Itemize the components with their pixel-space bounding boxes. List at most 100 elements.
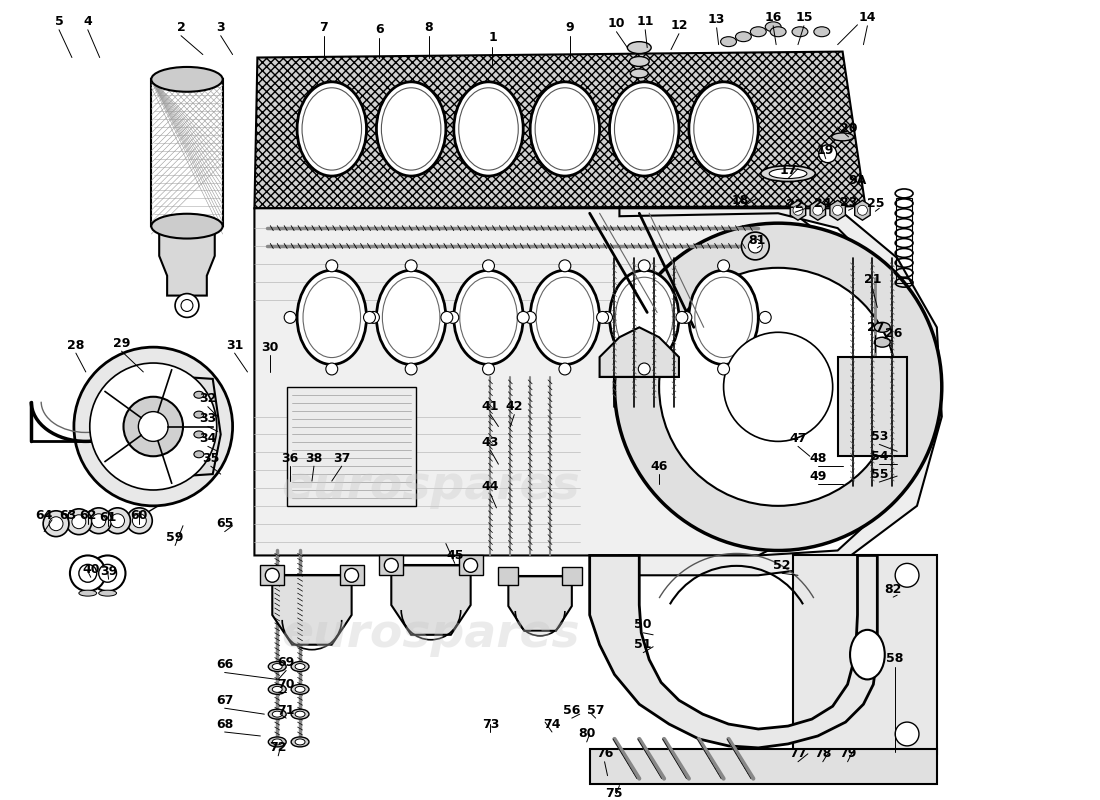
Text: 26: 26 [884,326,902,340]
Text: 25: 25 [867,197,884,210]
Text: 15: 15 [795,11,813,24]
Polygon shape [829,200,846,220]
Circle shape [759,311,771,323]
Text: 77: 77 [789,747,806,760]
Text: 64: 64 [35,510,53,522]
Text: 8: 8 [425,22,433,34]
Ellipse shape [615,88,674,170]
Bar [896,198,912,282]
Text: 9: 9 [565,22,574,34]
Polygon shape [600,327,679,377]
Bar [837,357,908,456]
Circle shape [680,311,692,323]
Text: 30: 30 [262,341,279,354]
Ellipse shape [194,451,204,458]
Text: 42: 42 [506,400,522,413]
Circle shape [447,311,459,323]
Text: 80: 80 [578,727,595,741]
Text: 57: 57 [587,704,604,717]
Circle shape [638,363,650,375]
Ellipse shape [694,88,754,170]
Text: 38: 38 [306,452,322,465]
Ellipse shape [295,739,305,745]
Polygon shape [254,51,866,208]
Polygon shape [590,555,878,748]
Circle shape [344,568,359,582]
Text: 47: 47 [789,432,806,445]
Circle shape [363,311,375,323]
Text: 55: 55 [870,468,888,481]
Ellipse shape [459,88,518,170]
Text: 17: 17 [779,164,796,177]
Ellipse shape [152,214,222,238]
Text: 13: 13 [708,14,725,26]
Text: 46: 46 [650,460,668,473]
Circle shape [175,294,199,318]
Text: 7: 7 [319,22,328,34]
Text: 63: 63 [59,510,77,522]
Ellipse shape [630,69,648,78]
Text: 14: 14 [859,11,876,24]
Ellipse shape [695,278,752,358]
Text: 78: 78 [814,747,832,760]
Circle shape [405,363,417,375]
Circle shape [483,260,495,272]
Bar [152,79,222,226]
Ellipse shape [292,662,309,671]
Text: 19: 19 [817,144,835,158]
Ellipse shape [295,663,305,670]
Ellipse shape [736,32,751,42]
Ellipse shape [769,169,807,178]
Ellipse shape [454,82,524,176]
Ellipse shape [383,278,440,358]
Ellipse shape [295,711,305,717]
Text: 49: 49 [810,470,826,482]
Text: 70: 70 [277,678,295,691]
Text: 20: 20 [839,122,857,135]
Ellipse shape [874,338,890,347]
Text: 35: 35 [202,452,220,465]
Text: 1: 1 [488,31,497,44]
Text: 74: 74 [543,718,561,730]
Text: 2: 2 [177,22,186,34]
Ellipse shape [629,57,649,66]
Text: 45: 45 [446,549,463,562]
Text: 61: 61 [99,511,117,524]
Text: 5: 5 [55,15,64,28]
Circle shape [132,514,146,528]
Polygon shape [590,749,937,783]
Circle shape [90,555,125,591]
Circle shape [833,206,843,215]
Text: 76: 76 [596,747,613,760]
Circle shape [717,260,729,272]
Circle shape [123,397,183,456]
Circle shape [126,508,152,534]
Circle shape [895,722,918,746]
Circle shape [813,206,823,215]
Ellipse shape [832,133,854,141]
Text: 33: 33 [199,412,217,425]
Polygon shape [160,226,215,295]
Text: 59: 59 [166,531,184,544]
Text: 65: 65 [216,518,233,530]
Circle shape [858,206,868,215]
Text: 52: 52 [773,559,791,572]
Ellipse shape [609,82,679,176]
Ellipse shape [530,270,600,365]
Ellipse shape [376,82,446,176]
Ellipse shape [750,26,767,37]
Text: 51: 51 [635,638,652,651]
Circle shape [615,223,942,550]
Text: 67: 67 [216,694,233,706]
Text: 32: 32 [199,392,217,406]
Ellipse shape [689,82,758,176]
Bar [498,567,518,586]
Circle shape [464,558,477,572]
Circle shape [895,563,918,587]
Text: eurospares: eurospares [282,612,581,658]
Text: 50: 50 [635,618,652,631]
Ellipse shape [689,270,758,365]
Ellipse shape [761,166,815,182]
Text: 22: 22 [786,198,804,211]
Circle shape [748,239,762,253]
